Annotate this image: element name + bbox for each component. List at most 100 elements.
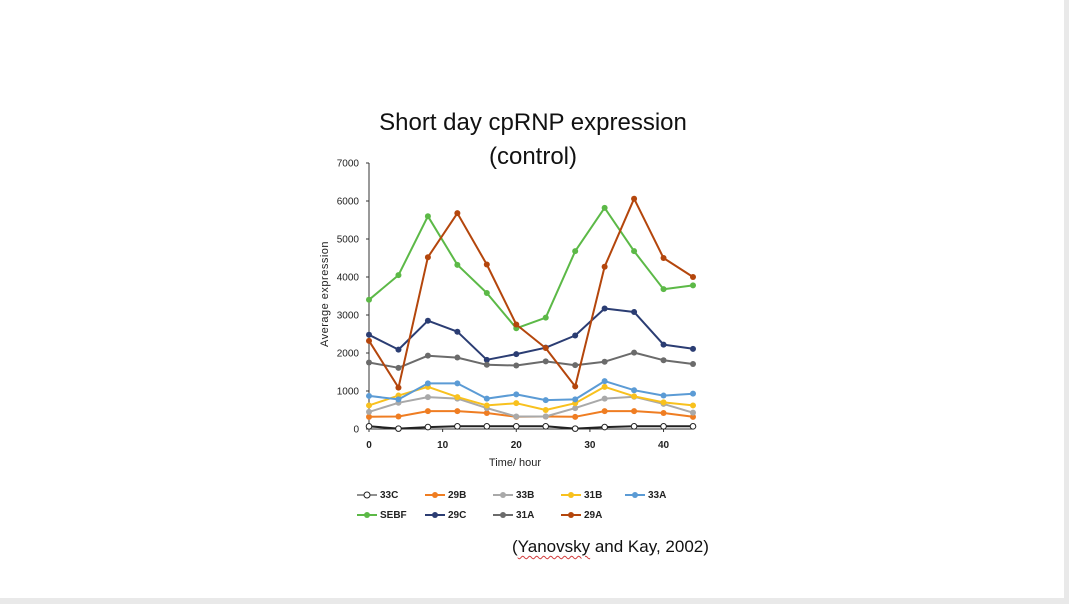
series-line-29c	[368, 307, 694, 361]
data-point-29b	[483, 410, 490, 417]
data-point-29c	[631, 308, 638, 315]
x-tick-label: 10	[437, 440, 449, 451]
data-point-33b	[542, 413, 549, 420]
legend-swatch	[357, 512, 377, 518]
legend-swatch	[561, 492, 581, 498]
data-point-29c	[395, 346, 402, 353]
data-point-33b	[690, 409, 696, 416]
legend-item-33a: 33A	[624, 488, 666, 502]
data-point-sebf	[542, 314, 549, 321]
data-point-sebf	[454, 261, 461, 268]
legend-item-29a: 29A	[560, 508, 602, 522]
series-line-29a	[368, 197, 694, 389]
data-point-31a	[395, 364, 402, 371]
series-line-sebf	[368, 206, 694, 330]
data-point-29c	[690, 345, 696, 352]
data-point-33c	[542, 423, 550, 430]
data-point-29b	[660, 410, 667, 417]
data-point-33c	[571, 425, 579, 432]
data-point-31a	[483, 361, 490, 368]
data-point-33a	[366, 392, 372, 399]
data-point-29b	[395, 413, 402, 420]
data-point-31a	[454, 354, 461, 361]
series-line-33a	[368, 380, 694, 402]
series-line-31a	[368, 351, 694, 369]
series-line-33c	[368, 425, 693, 430]
data-point-31a	[690, 361, 696, 368]
data-point-31b	[366, 402, 372, 409]
y-tick-label: 2000	[337, 349, 360, 360]
data-point-31a	[601, 358, 608, 365]
data-point-29a	[542, 345, 549, 352]
data-point-33c	[689, 423, 697, 430]
citation-suffix: and Kay, 2002)	[590, 537, 709, 556]
data-point-33c	[365, 423, 373, 430]
data-point-33c	[660, 423, 667, 430]
data-point-29c	[572, 332, 579, 339]
y-tick-label: 1000	[337, 387, 360, 398]
data-point-29a	[366, 337, 372, 344]
legend-label: SEBF	[380, 509, 407, 521]
data-point-31b	[601, 383, 608, 390]
data-point-31a	[513, 362, 520, 369]
data-point-29a	[631, 195, 638, 202]
chart-title-line-1: Short day cpRNP expression	[379, 109, 687, 136]
data-point-31b	[631, 393, 638, 400]
data-point-29b	[424, 408, 431, 415]
data-point-sebf	[366, 296, 372, 303]
data-point-33b	[366, 408, 372, 415]
data-point-33a	[395, 396, 402, 403]
data-point-33a	[454, 380, 461, 387]
data-point-33b	[424, 394, 431, 401]
legend-label: 33B	[516, 489, 535, 501]
data-point-33a	[483, 395, 490, 402]
data-point-33a	[690, 390, 696, 397]
data-point-29a	[572, 383, 579, 390]
data-point-sebf	[601, 204, 608, 211]
series-line-31b	[368, 385, 694, 411]
x-tick-label: 40	[658, 440, 670, 451]
data-point-29b	[572, 413, 579, 420]
data-point-33c	[395, 425, 402, 432]
data-point-29c	[483, 356, 490, 363]
data-point-29b	[690, 413, 696, 420]
data-point-31b	[660, 399, 667, 406]
legend-label: 33C	[380, 489, 399, 501]
data-point-33c	[483, 423, 491, 430]
legend-swatch	[425, 492, 445, 498]
x-tick-label: 20	[511, 440, 523, 451]
legend-swatch	[561, 512, 581, 518]
legend-label: 29C	[448, 509, 467, 521]
y-tick-label: 4000	[337, 273, 360, 284]
data-point-29b	[631, 408, 638, 415]
data-point-33c	[630, 423, 638, 430]
data-point-33a	[542, 397, 549, 404]
data-point-33a	[631, 387, 638, 394]
chart-title: Short day cpRNP expression (control)	[340, 106, 726, 174]
legend-item-29b: 29B	[424, 488, 466, 502]
data-point-31b	[513, 400, 520, 407]
y-tick-label: 6000	[337, 197, 360, 208]
data-point-29a	[660, 255, 667, 261]
y-tick-label: 7000	[337, 159, 360, 170]
y-tick-label: 0	[353, 425, 359, 436]
legend-swatch	[357, 491, 377, 499]
data-point-33a	[424, 380, 431, 387]
legend-label: 33A	[648, 489, 667, 501]
data-point-33b	[572, 405, 579, 412]
data-point-33c	[512, 423, 520, 430]
data-point-33c	[454, 423, 461, 430]
data-point-31b	[690, 402, 696, 409]
data-point-29b	[454, 408, 461, 415]
data-point-31b	[483, 402, 490, 409]
x-axis-label: Time/ hour	[488, 457, 542, 469]
legend-item-29c: 29C	[424, 508, 466, 522]
data-point-29a	[424, 254, 431, 261]
data-point-33c	[601, 423, 608, 431]
legend-label: 31A	[516, 509, 535, 521]
data-point-29b	[366, 413, 372, 420]
legend-swatch	[425, 512, 445, 518]
data-point-sebf	[572, 248, 579, 255]
